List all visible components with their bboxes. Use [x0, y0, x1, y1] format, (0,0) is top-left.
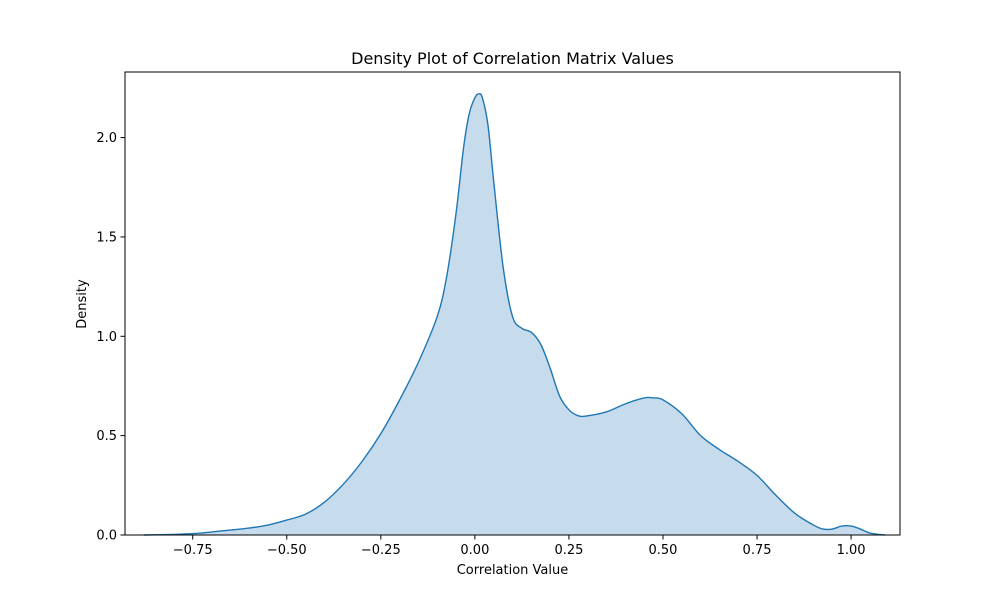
- x-tick-label: −0.25: [361, 543, 401, 558]
- y-tick-label: 1.0: [96, 330, 117, 345]
- density-curve: [143, 93, 886, 536]
- density-area-fill: [143, 93, 885, 535]
- x-tick-label: 0.75: [743, 543, 772, 558]
- y-tick-label: 2.0: [96, 131, 117, 146]
- x-tick-label: −0.75: [173, 543, 213, 558]
- axes-frame: [124, 71, 901, 536]
- plot-area: [124, 71, 901, 536]
- y-tick-label: 0.0: [96, 529, 117, 544]
- x-axis-ticks: −0.75 −0.50 −0.25 0.00 0.25 0.50 0.75 1.00: [173, 535, 866, 558]
- x-tick-label: 0.50: [649, 543, 678, 558]
- x-tick-label: 0.25: [554, 543, 583, 558]
- y-tick-label: 1.5: [96, 230, 117, 245]
- x-tick-label: 0.00: [460, 543, 489, 558]
- y-tick-label: 0.5: [96, 429, 117, 444]
- chart-title: Density Plot of Correlation Matrix Value…: [351, 49, 674, 68]
- x-tick-label: 1.00: [837, 543, 866, 558]
- x-tick-label: −0.50: [267, 543, 307, 558]
- x-axis-label: Correlation Value: [457, 563, 569, 578]
- y-axis-ticks: 0.0 0.5 1.0 1.5 2.0: [96, 131, 125, 544]
- y-axis-label: Density: [75, 279, 90, 329]
